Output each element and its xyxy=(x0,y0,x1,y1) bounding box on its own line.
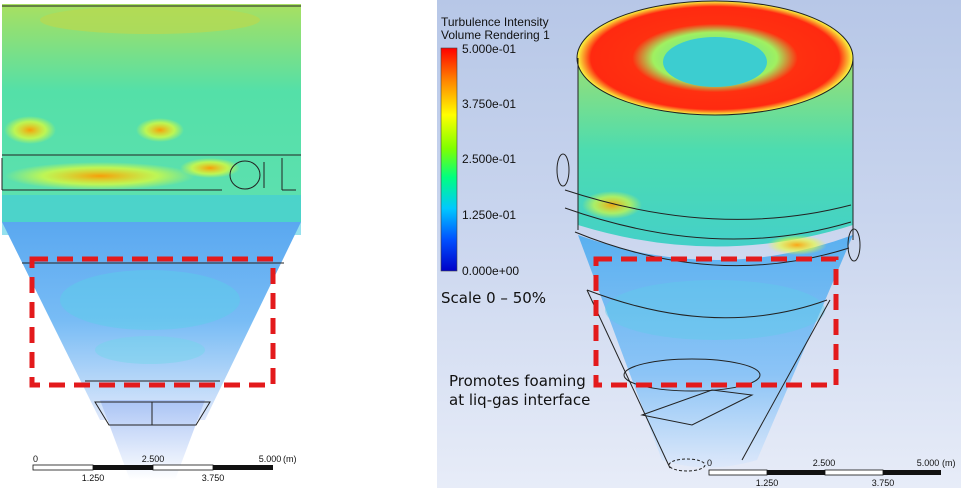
legend-tick-2500: 2.500e-01 xyxy=(462,152,517,166)
right-scale-label-0: 0 xyxy=(707,458,712,468)
left-vessel-rendering: 0 2.500 5.000 (m) 1.250 3.750 xyxy=(1,4,301,483)
foam-note-line1: Promotes foaming xyxy=(449,372,586,390)
legend-tick-3750: 3.750e-01 xyxy=(462,97,517,111)
left-scale-unit: (m) xyxy=(283,454,297,464)
foam-note-line2: at liq-gas interface xyxy=(449,391,591,409)
legend-tick-min: 0.000e+00 xyxy=(462,264,520,278)
legend-tick-max: 5.000e-01 xyxy=(462,42,517,56)
right-scale-label-1250: 1.250 xyxy=(756,478,779,488)
left-scale-bar: 0 2.500 5.000 (m) 1.250 3.750 xyxy=(32,454,297,483)
right-scale-unit: (m) xyxy=(942,458,956,468)
scale-note: Scale 0 – 50% xyxy=(441,289,547,307)
right-vessel-rendering: 0 2.500 5.000 (m) 1.250 3.750 xyxy=(440,0,956,488)
left-scale-label-5000: 5.000 xyxy=(259,454,282,464)
legend-tick-1250: 1.250e-01 xyxy=(462,208,517,222)
right-3d-view: 0 2.500 5.000 (m) 1.250 3.750 Turbulence… xyxy=(437,0,961,488)
legend-subtitle: Volume Rendering 1 xyxy=(441,28,550,42)
left-scale-label-3750: 3.750 xyxy=(202,473,225,483)
left-scale-label-0: 0 xyxy=(33,454,38,464)
right-scale-label-5000: 5.000 xyxy=(917,458,940,468)
left-scale-label-2500: 2.500 xyxy=(142,454,165,464)
right-scale-bar: 0 2.500 5.000 (m) 1.250 3.750 xyxy=(707,458,956,488)
right-highlight-box xyxy=(593,256,839,388)
legend-title: Turbulence Intensity xyxy=(441,15,549,29)
colorbar xyxy=(440,47,458,272)
left-scale-label-1250: 1.250 xyxy=(82,473,105,483)
right-scale-label-3750: 3.750 xyxy=(872,478,895,488)
right-scale-label-2500: 2.500 xyxy=(813,458,836,468)
left-highlight-box xyxy=(29,256,276,388)
foam-note: Promotes foaming at liq-gas interface xyxy=(449,372,590,410)
left-side-view: 0 2.500 5.000 (m) 1.250 3.750 xyxy=(0,0,305,488)
